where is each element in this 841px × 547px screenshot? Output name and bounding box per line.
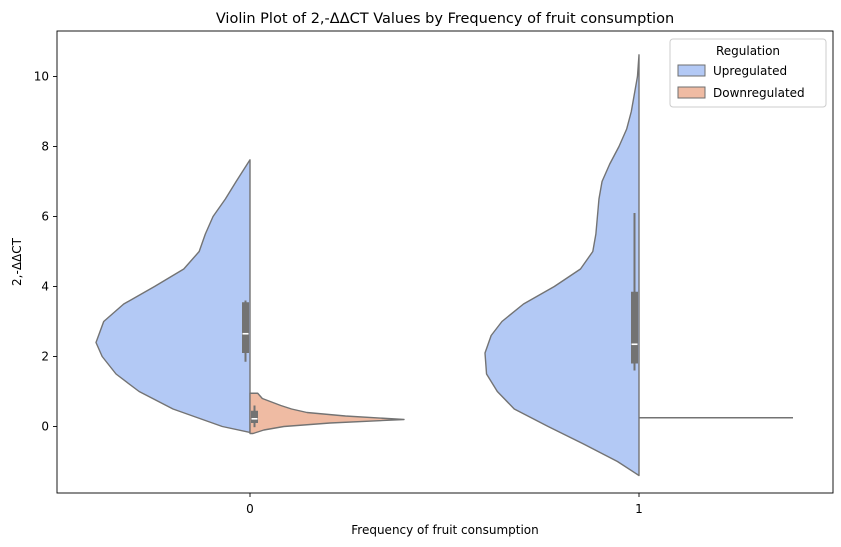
legend-label-upregulated: Upregulated xyxy=(713,64,787,78)
chart-title: Violin Plot of 2,-ΔΔCT Values by Frequen… xyxy=(216,11,674,27)
legend-swatch-upregulated xyxy=(677,64,706,77)
y-tick-label: 0 xyxy=(41,420,49,434)
violin-downregulated-0 xyxy=(249,392,405,435)
legend-swatch-downregulated xyxy=(677,86,706,99)
x-tick-label: 0 xyxy=(246,502,254,516)
y-tick-label: 2 xyxy=(41,350,49,364)
legend-title: Regulation xyxy=(716,44,780,58)
box-iqr xyxy=(242,302,249,353)
y-tick-label: 10 xyxy=(34,70,49,84)
box-iqr xyxy=(631,291,638,364)
box-iqr xyxy=(251,410,258,423)
legend-label-downregulated: Downregulated xyxy=(713,86,805,100)
y-axis-title: 2,-ΔΔCT xyxy=(10,237,24,286)
legend-box xyxy=(669,38,827,108)
y-tick-label: 6 xyxy=(41,210,49,224)
legend: Regulation Upregulated Downregulated xyxy=(669,38,827,108)
violin-upregulated-1 xyxy=(484,54,640,477)
violin-layer xyxy=(95,54,793,477)
plot-background xyxy=(57,31,833,493)
y-tick-label: 4 xyxy=(41,280,49,294)
violin-upregulated-0 xyxy=(95,159,251,434)
x-tick-label: 1 xyxy=(635,502,643,516)
y-tick-label: 8 xyxy=(41,140,49,154)
y-axis: 0 2 4 6 8 10 xyxy=(34,70,57,434)
plot-frame xyxy=(56,30,834,494)
x-axis-title: Frequency of fruit consumption xyxy=(351,523,539,537)
